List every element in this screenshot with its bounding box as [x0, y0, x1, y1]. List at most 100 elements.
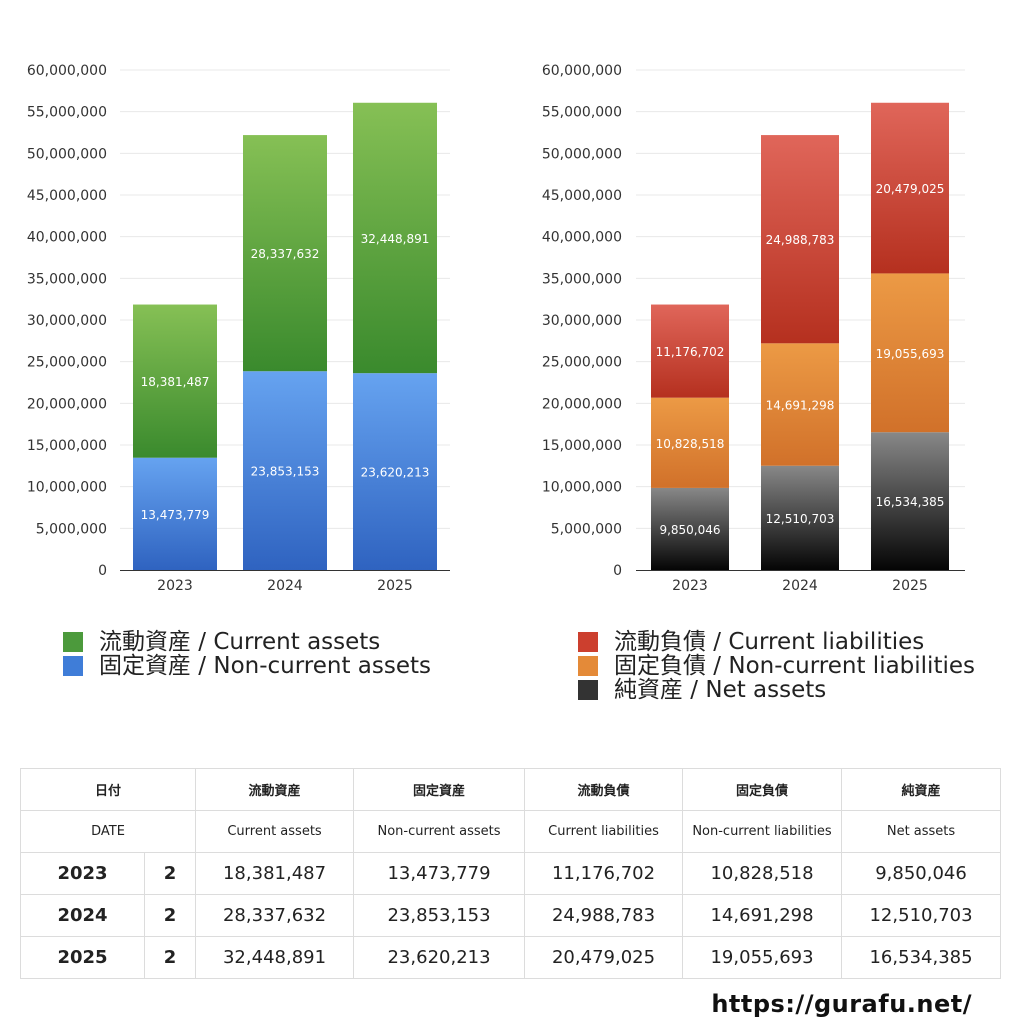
y-tick-label: 0 — [613, 563, 622, 579]
cell-current-liabilities: 20,479,025 — [524, 936, 684, 979]
x-tick-label: 2025 — [892, 578, 928, 594]
cell-non-current-liabilities: 19,055,693 — [682, 936, 843, 979]
bar-current-liabilities-2025 — [871, 102, 949, 274]
header-date-jp: 日付 — [19, 768, 197, 811]
assets-chart: 0 5,000,000 10,000,000 15,000,000 20,000,000… — [27, 63, 450, 594]
y-tick-label: 50,000,000 — [27, 146, 107, 162]
bar-current-assets-2024 — [243, 135, 327, 372]
liabilities-legend: 流動負債 / Current liabilities 固定負債 / Non-cu… — [578, 630, 975, 702]
data-label: 10,828,518 — [656, 437, 725, 451]
legend-item-net-assets: 純資産 / Net assets — [578, 678, 975, 702]
y-tick-label: 5,000,000 — [36, 521, 107, 537]
bar-non-current-liabilities-2024 — [761, 343, 839, 466]
y-tick-label: 10,000,000 — [542, 480, 622, 496]
bar-non-current-assets-2024 — [243, 371, 327, 570]
y-tick-label: 35,000,000 — [542, 271, 622, 287]
legend-label-current-assets: 流動資産 / Current assets — [99, 629, 381, 655]
y-tick-label: 60,000,000 — [27, 63, 107, 79]
legend-label-non-current-assets: 固定資産 / Non-current assets — [99, 653, 432, 679]
cell-current-liabilities: 11,176,702 — [524, 852, 684, 895]
data-label: 20,479,025 — [876, 182, 945, 196]
header-non-current-liabilities-jp: 固定負債 — [682, 768, 843, 811]
data-label: 13,473,779 — [141, 508, 210, 522]
header-net-assets-en: Net assets — [841, 810, 1002, 853]
cell-net-assets: 9,850,046 — [841, 852, 1002, 895]
cell-net-assets: 16,534,385 — [841, 936, 1002, 979]
data-label: 9,850,046 — [659, 523, 720, 537]
y-tick-label: 15,000,000 — [542, 438, 622, 454]
y-tick-label: 55,000,000 — [542, 105, 622, 121]
data-label: 24,988,783 — [766, 233, 835, 247]
data-label: 11,176,702 — [656, 345, 725, 359]
header-current-assets-en: Current assets — [195, 810, 355, 853]
header-date-en: DATE — [19, 810, 197, 853]
y-tick-label: 0 — [98, 563, 107, 579]
header-non-current-liabilities-en: Non-current liabilities — [682, 810, 843, 853]
x-tick-label: 2023 — [157, 578, 193, 594]
legend-label-net-assets: 純資産 / Net assets — [614, 677, 827, 703]
y-tick-label: 25,000,000 — [27, 355, 107, 371]
site-link[interactable]: https://gurafu.net/ — [711, 990, 972, 1018]
bar-non-current-liabilities-2023 — [651, 397, 729, 488]
y-tick-label: 30,000,000 — [542, 313, 622, 329]
y-tick-label: 55,000,000 — [27, 105, 107, 121]
bar-non-current-assets-2023 — [133, 457, 217, 570]
bar-net-assets-2023 — [651, 487, 729, 570]
bar-current-assets-2025 — [353, 102, 437, 374]
y-tick-label: 10,000,000 — [27, 480, 107, 496]
data-label: 18,381,487 — [141, 375, 210, 389]
row-count: 2 — [143, 936, 197, 979]
table-row: 2024 2 28,337,632 23,853,153 24,988,783 … — [20, 894, 1002, 937]
table-row: 2023 2 18,381,487 13,473,779 11,176,702 … — [20, 852, 1002, 895]
y-tick-label: 60,000,000 — [542, 63, 622, 79]
financial-table: 日付 流動資産 固定資産 流動負債 固定負債 純資産 DATE Current … — [19, 768, 1002, 979]
net-assets-swatch — [578, 680, 598, 700]
x-tick-label: 2023 — [672, 578, 708, 594]
charts-canvas: 0 5,000,000 10,000,000 15,000,000 20,000,000… — [27, 63, 965, 594]
x-tick-label: 2024 — [782, 578, 818, 594]
y-tick-label: 20,000,000 — [542, 396, 622, 412]
header-current-assets-jp: 流動資産 — [195, 768, 355, 811]
data-label: 16,534,385 — [876, 495, 945, 509]
cell-current-assets: 28,337,632 — [195, 894, 355, 937]
y-tick-label: 40,000,000 — [542, 230, 622, 246]
data-label: 19,055,693 — [876, 347, 945, 361]
bar-non-current-assets-2025 — [353, 373, 437, 570]
legend-label-current-liabilities: 流動負債 / Current liabilities — [614, 629, 925, 655]
bar-non-current-liabilities-2025 — [871, 273, 949, 433]
non-current-assets-swatch — [63, 656, 83, 676]
table-header-jp: 日付 流動資産 固定資産 流動負債 固定負債 純資産 — [19, 768, 1002, 811]
bar-current-liabilities-2023 — [651, 304, 729, 398]
bar-current-liabilities-2024 — [761, 135, 839, 344]
row-year: 2024 — [20, 894, 145, 937]
y-tick-label: 45,000,000 — [27, 188, 107, 204]
cell-non-current-assets: 13,473,779 — [353, 852, 526, 895]
cell-current-liabilities: 24,988,783 — [524, 894, 684, 937]
y-tick-label: 20,000,000 — [27, 396, 107, 412]
cell-non-current-liabilities: 14,691,298 — [682, 894, 843, 937]
data-label: 23,620,213 — [361, 466, 430, 480]
data-label: 32,448,891 — [361, 232, 430, 246]
data-label: 12,510,703 — [766, 512, 835, 526]
legend-label-non-current-liabilities: 固定負債 / Non-current liabilities — [614, 653, 975, 679]
row-count: 2 — [143, 852, 197, 895]
cell-non-current-liabilities: 10,828,518 — [682, 852, 843, 895]
y-tick-label: 15,000,000 — [27, 438, 107, 454]
header-non-current-assets-en: Non-current assets — [353, 810, 526, 853]
table-header-en: DATE Current assets Non-current assets C… — [19, 810, 1002, 853]
x-tick-label: 2025 — [377, 578, 413, 594]
current-assets-swatch — [63, 632, 83, 652]
current-liabilities-swatch — [578, 632, 598, 652]
legend-item-non-current-assets: 固定資産 / Non-current assets — [63, 654, 431, 678]
bar-net-assets-2024 — [761, 465, 839, 570]
cell-current-assets: 18,381,487 — [195, 852, 355, 895]
row-year: 2023 — [20, 852, 145, 895]
legend-item-non-current-liabilities: 固定負債 / Non-current liabilities — [578, 654, 975, 678]
table-row: 2025 2 32,448,891 23,620,213 20,479,025 … — [20, 936, 1002, 979]
bar-current-assets-2023 — [133, 304, 217, 458]
cell-current-assets: 32,448,891 — [195, 936, 355, 979]
non-current-liabilities-swatch — [578, 656, 598, 676]
row-count: 2 — [143, 894, 197, 937]
cell-non-current-assets: 23,620,213 — [353, 936, 526, 979]
y-tick-label: 35,000,000 — [27, 271, 107, 287]
